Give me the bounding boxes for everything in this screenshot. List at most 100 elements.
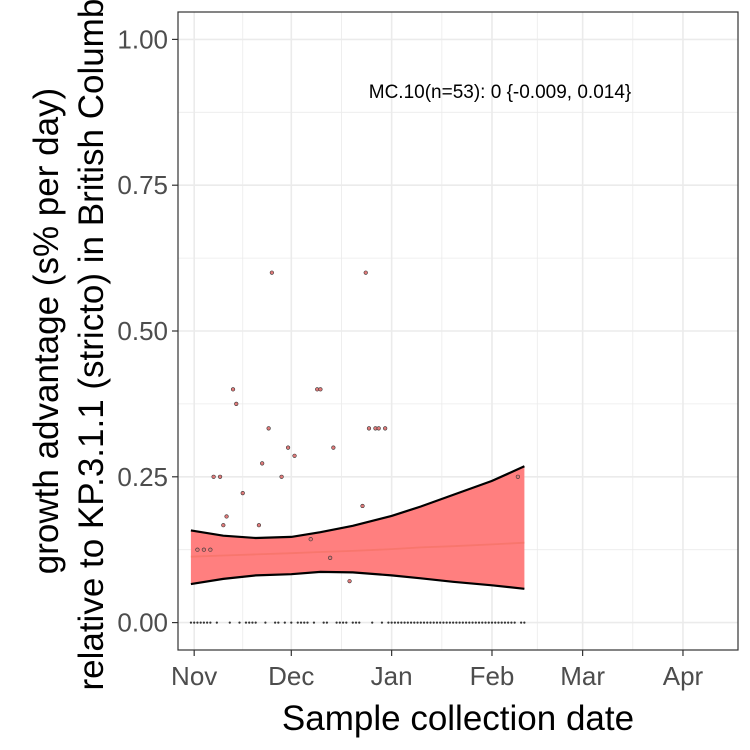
zero-data-point (523, 621, 526, 624)
zero-data-point (306, 621, 309, 624)
data-point (256, 523, 262, 528)
y-axis-title-line-1: growth advantage (s% per day) (27, 88, 66, 574)
zero-data-point (471, 621, 474, 624)
data-point (234, 401, 239, 406)
annotation-label: MC.10(n=53): 0 {-0.009, 0.014} (369, 82, 631, 103)
zero-data-point (445, 621, 448, 624)
zero-data-point (513, 621, 516, 624)
zero-data-point (432, 621, 435, 624)
x-tick-label: Jan (371, 661, 413, 691)
data-point (308, 537, 313, 542)
data-point (376, 426, 381, 431)
confidence-ribbon (190, 466, 525, 589)
zero-data-point (387, 621, 390, 624)
zero-data-point (393, 621, 396, 624)
data-point (279, 474, 284, 479)
zero-data-point (464, 621, 468, 624)
zero-data-point (503, 621, 507, 624)
data-point (285, 445, 291, 450)
zero-data-point (189, 621, 193, 624)
zero-data-point (474, 621, 477, 624)
zero-data-point (497, 621, 500, 624)
zero-data-point (490, 621, 494, 624)
zero-data-point (290, 621, 293, 624)
data-point (230, 387, 236, 392)
y-tick-label: 0.00 (117, 608, 168, 638)
x-tick-label: Feb (470, 661, 515, 691)
grid-lines (178, 12, 738, 650)
zero-data-point (238, 621, 241, 624)
zero-data-point (422, 621, 426, 624)
axes: 0.00 0.25 0.50 0.75 1.00 Nov Dec Jan Feb Mar Apr (117, 24, 703, 691)
y-tick-label: 0.50 (117, 316, 168, 346)
zero-data-point (371, 621, 374, 624)
zero-data-point (409, 621, 413, 624)
zero-data-point (325, 621, 329, 624)
zero-data-point (481, 621, 484, 624)
y-tick-label: 1.00 (117, 24, 168, 54)
zero-data-point (335, 621, 338, 624)
zero-data-point (487, 621, 490, 624)
zero-data-point (299, 621, 303, 624)
x-tick-label: Nov (171, 661, 217, 691)
zero-data-point (202, 621, 205, 624)
zero-data-point (215, 621, 218, 624)
zero-data-point (455, 621, 458, 624)
zero-data-point (461, 621, 464, 624)
fit-line (190, 541, 525, 558)
data-point (318, 387, 323, 392)
zero-data-point (448, 621, 452, 624)
zero-data-point (439, 621, 442, 624)
zero-data-point (520, 621, 523, 624)
data-point (363, 270, 368, 275)
zero-data-point (338, 621, 341, 624)
ribbon-lower-edge (190, 570, 525, 590)
zero-data-point (477, 621, 481, 624)
zero-data-point (419, 621, 422, 624)
data-point (266, 426, 271, 431)
zero-data-point (435, 621, 439, 624)
zero-data-point (500, 621, 503, 624)
zero-data-point (507, 621, 510, 624)
data-point (347, 579, 352, 584)
data-point (260, 461, 265, 466)
zero-data-point (322, 621, 325, 624)
zero-data-point (312, 621, 316, 624)
zero-data-point (354, 621, 358, 624)
zero-data-point (277, 621, 280, 624)
y-axis-title-line-2: relative to KP.3.1.1 (stricto) in Britis… (72, 0, 111, 691)
zero-data-point (416, 621, 419, 624)
zero-data-point (296, 621, 299, 624)
zero-data-point (458, 621, 461, 624)
zero-data-point (429, 621, 432, 624)
data-point (221, 523, 226, 528)
zero-data-point (358, 621, 361, 624)
zero-data-point (248, 621, 251, 624)
y-tick-label: 0.25 (117, 462, 168, 492)
zero-data-point (400, 621, 403, 624)
data-point (269, 270, 274, 275)
data-points (189, 270, 526, 624)
data-point (515, 474, 520, 479)
zero-data-point (426, 621, 429, 624)
data-point (211, 474, 216, 479)
zero-data-point (209, 621, 212, 624)
zero-data-point (283, 621, 286, 624)
zero-data-point (442, 621, 445, 624)
data-point (366, 426, 372, 431)
zero-data-point (303, 621, 306, 624)
zero-data-point (345, 621, 348, 624)
zero-data-point (206, 621, 209, 624)
zero-data-point (468, 621, 471, 624)
zero-data-point (406, 621, 409, 624)
data-point (383, 426, 388, 431)
data-point (331, 445, 336, 450)
zero-data-point (484, 621, 487, 624)
x-tick-label: Apr (663, 661, 704, 691)
x-axis-title: Sample collection date (282, 699, 634, 738)
zero-data-point (341, 621, 345, 624)
data-point (201, 547, 206, 552)
data-point (360, 503, 365, 509)
data-point (224, 514, 229, 519)
